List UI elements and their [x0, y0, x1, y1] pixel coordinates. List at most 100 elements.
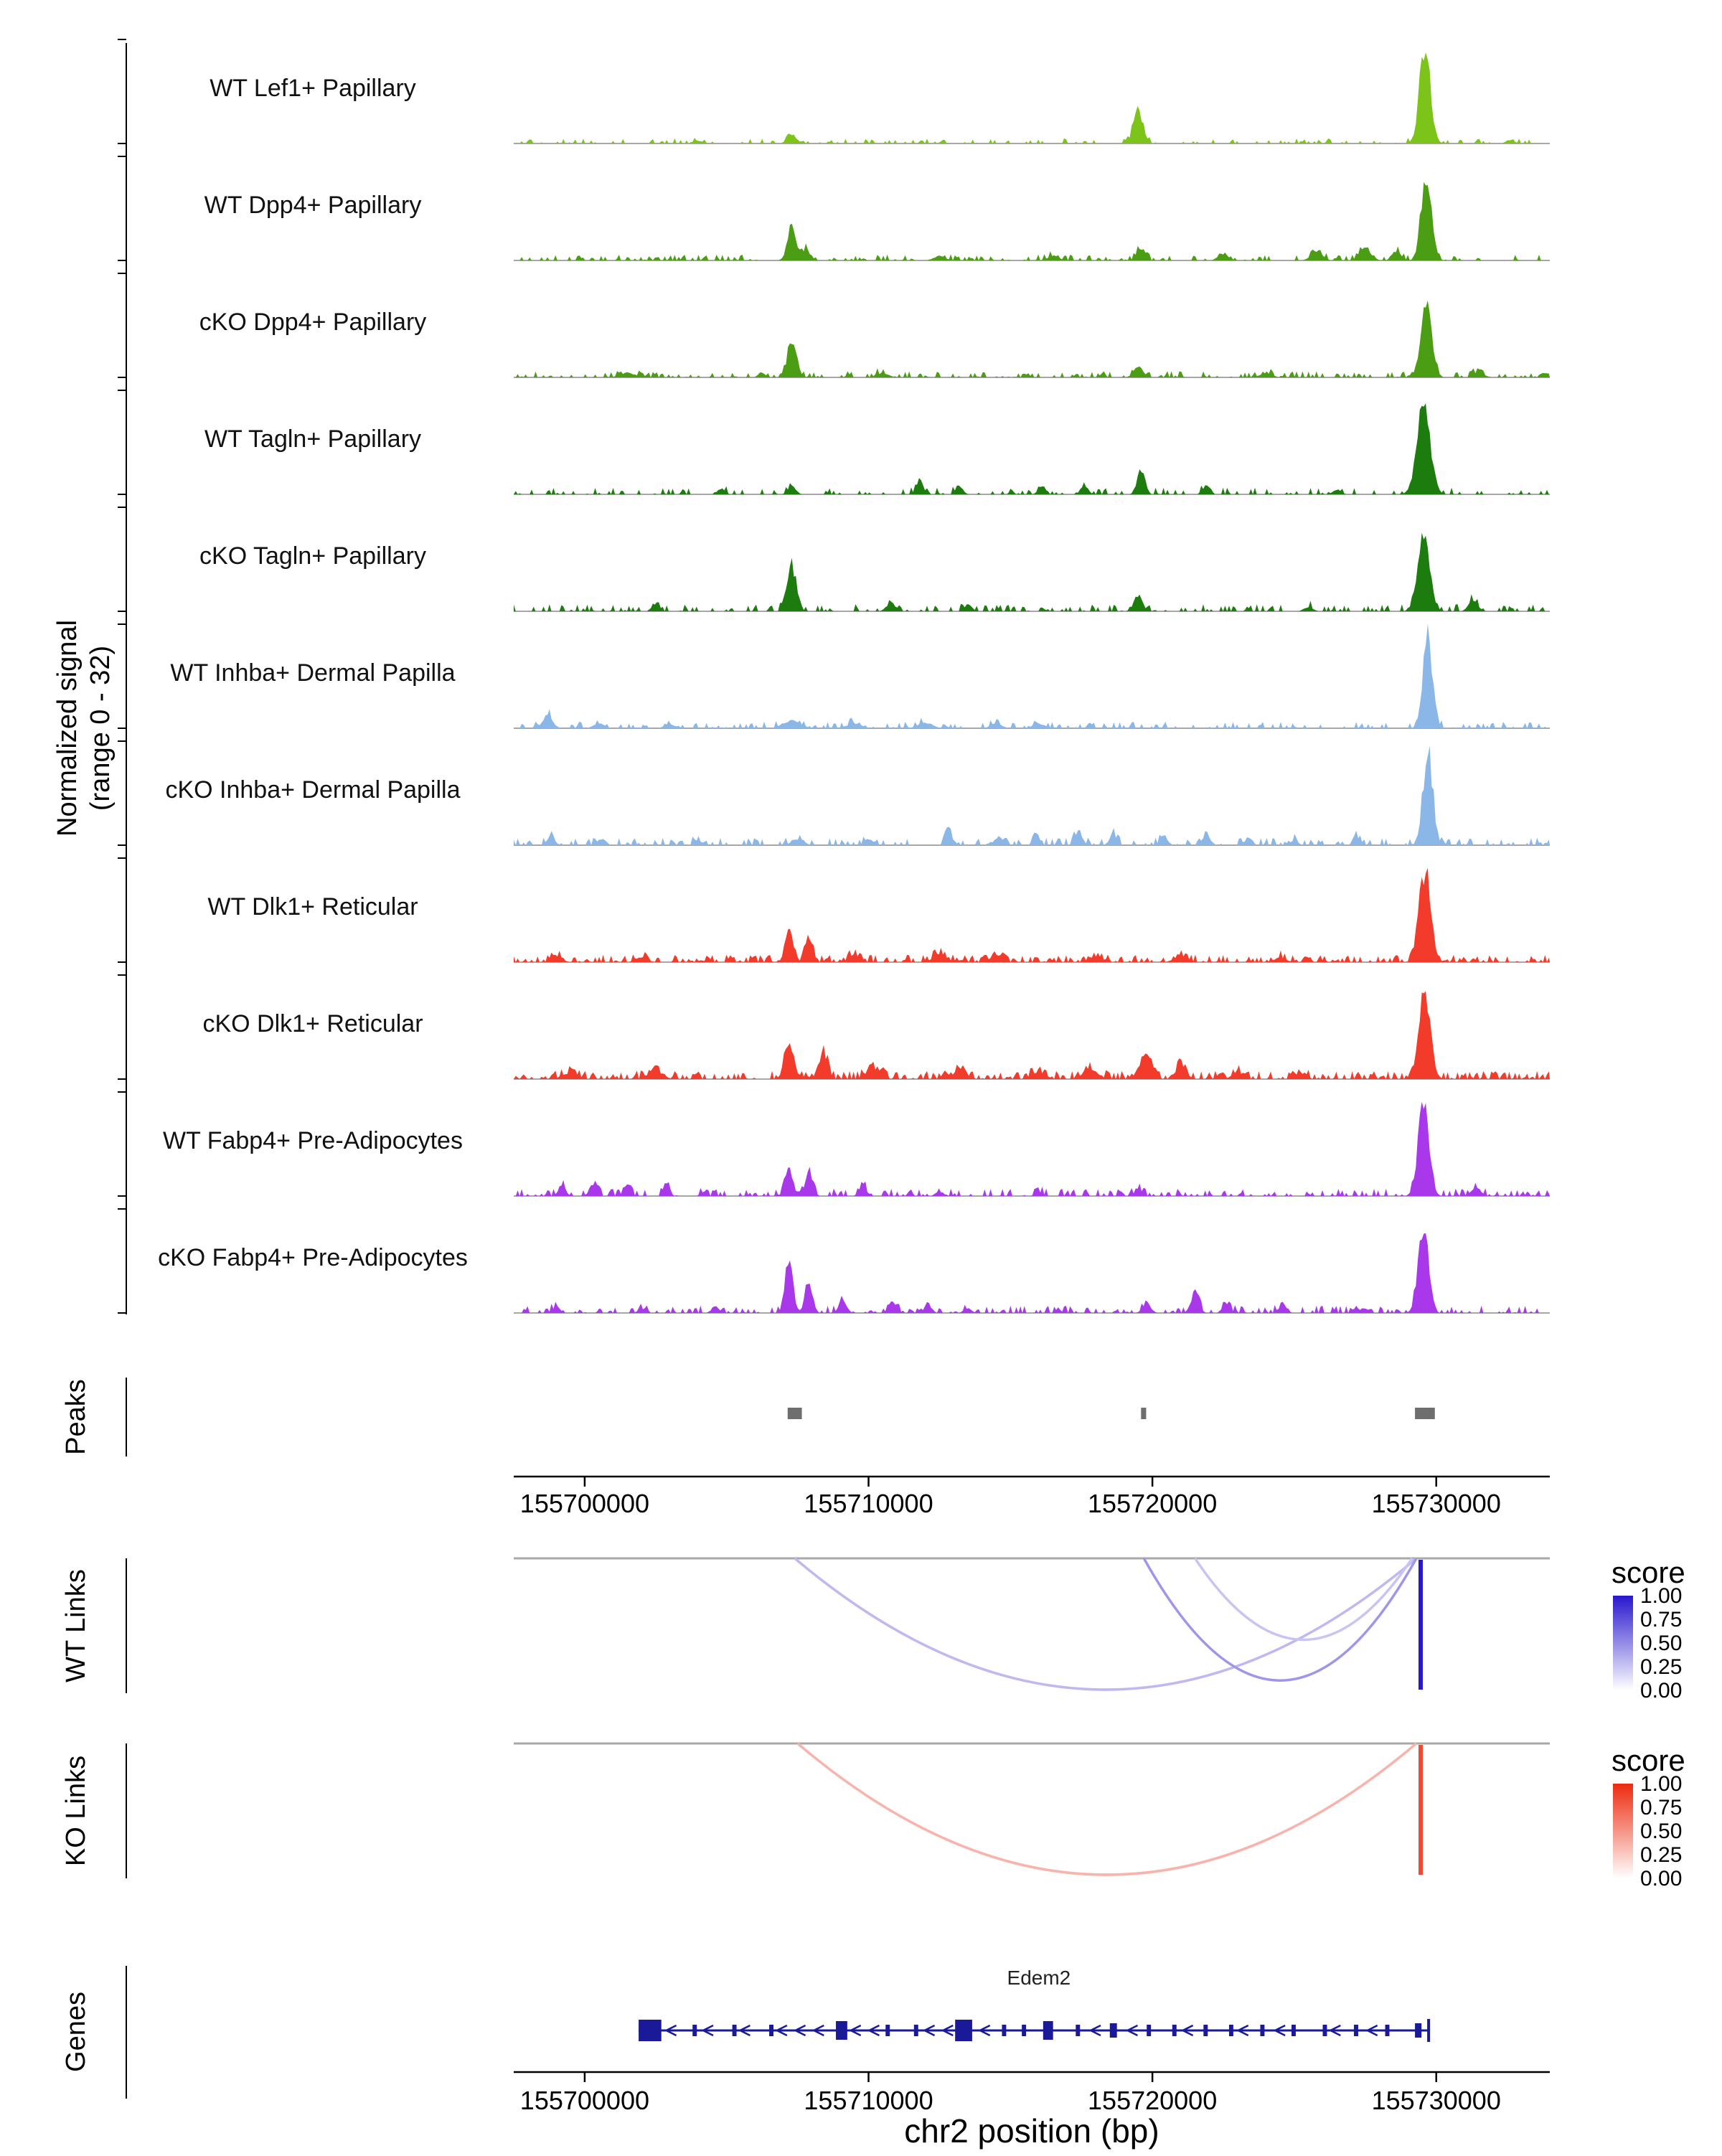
signal-area — [514, 867, 1550, 962]
coverage-track-8: cKO Dlk1+ Reticular — [202, 991, 1550, 1080]
coverage-ylabel-line2: (range 0 - 32) — [85, 646, 116, 811]
strand-arrow-icon — [811, 2024, 824, 2037]
coverage-ylabel-line1: Normalized signal — [52, 620, 83, 837]
ko-links-track — [514, 1742, 1550, 1876]
wt-score-legend-title: score — [1612, 1555, 1685, 1589]
strand-arrow-icon — [977, 2024, 991, 2037]
section-brackets — [118, 39, 127, 2099]
signal-area — [514, 745, 1550, 845]
signal-area — [514, 300, 1550, 377]
track-label: WT Inhba+ Dermal Papilla — [170, 659, 455, 687]
exon-box — [639, 2020, 662, 2041]
link-arc — [794, 1557, 1418, 1691]
link-arc — [796, 1742, 1418, 1876]
exon-box — [1228, 2025, 1233, 2036]
ko-links-section-label: KO Links — [61, 1756, 91, 1866]
axis-tick-label: 155730000 — [1372, 2086, 1501, 2115]
track-label: cKO Dlk1+ Reticular — [202, 1010, 423, 1037]
strand-arrow-icon — [775, 2024, 788, 2037]
coverage-track-1: WT Dpp4+ Papillary — [204, 182, 1550, 261]
track-label: cKO Inhba+ Dermal Papilla — [165, 776, 460, 804]
coverage-track-0: WT Lef1+ Papillary — [210, 52, 1550, 144]
exon-box — [1260, 2025, 1265, 2036]
track-label: WT Dlk1+ Reticular — [207, 893, 418, 921]
gene-name-label: Edem2 — [1007, 1967, 1071, 1989]
exon-box — [732, 2025, 737, 2036]
exon-box — [1427, 2019, 1431, 2042]
gene-track: Edem2 — [639, 1967, 1431, 2042]
score-legend-tick: 1.00 — [1640, 1584, 1682, 1608]
track-label: WT Dpp4+ Papillary — [204, 192, 422, 219]
signal-area — [514, 623, 1550, 728]
exon-box — [1076, 2025, 1081, 2036]
peak-interval — [787, 1408, 802, 1419]
track-label: cKO Tagln+ Papillary — [199, 542, 426, 570]
strand-arrow-icon — [1328, 2024, 1341, 2037]
exon-box — [1147, 2025, 1152, 2036]
strand-arrow-icon — [1088, 2024, 1101, 2037]
signal-area — [514, 1101, 1550, 1196]
exon-box — [885, 2025, 890, 2036]
exon-box — [1043, 2021, 1053, 2040]
coverage-track-9: WT Fabp4+ Pre-Adipocytes — [163, 1101, 1550, 1197]
score-legend-tick: 1.00 — [1640, 1772, 1682, 1796]
axis-tick-label: 155710000 — [804, 1489, 933, 1518]
axis-tick-label: 155720000 — [1088, 2086, 1217, 2115]
score-legend-tick: 0.75 — [1640, 1608, 1682, 1632]
strand-arrow-icon — [738, 2024, 751, 2037]
peak-interval — [1141, 1408, 1147, 1419]
strand-arrow-icon — [1125, 2024, 1138, 2037]
track-label: WT Lef1+ Papillary — [210, 75, 416, 102]
link-arc — [1142, 1558, 1418, 1682]
track-label: WT Fabp4+ Pre-Adipocytes — [163, 1127, 463, 1154]
exon-box — [1291, 2025, 1296, 2036]
exon-box — [836, 2021, 847, 2040]
coverage-track-4: cKO Tagln+ Papillary — [199, 532, 1550, 612]
exon-box — [769, 2025, 773, 2036]
link-arc — [1194, 1558, 1413, 1642]
strand-arrow-icon — [664, 2024, 677, 2037]
coverage-tracks: WT Lef1+ Papillary WT Dpp4+ Papillary cKO … — [158, 52, 1550, 1314]
score-legend-tick: 0.75 — [1640, 1796, 1682, 1820]
exon-box — [1322, 2025, 1327, 2036]
signal-area — [514, 52, 1550, 143]
ko-score-legend-title: score — [1612, 1743, 1685, 1777]
exon-box — [1002, 2025, 1007, 2036]
exon-box — [1109, 2023, 1117, 2038]
exon-box — [1022, 2025, 1027, 2036]
exon-box — [1385, 2025, 1390, 2036]
strand-arrow-icon — [1236, 2024, 1249, 2037]
axis-tick-label: 155720000 — [1088, 1489, 1217, 1518]
axis-tick-label: 155700000 — [520, 2086, 649, 2115]
axis-tick-label: 155700000 — [520, 1489, 649, 1518]
coverage-track-2: cKO Dpp4+ Papillary — [199, 300, 1550, 378]
score-legend-tick: 0.00 — [1640, 1867, 1682, 1891]
score-legend-bar — [1613, 1784, 1633, 1878]
score-legend-tick: 0.25 — [1640, 1843, 1682, 1867]
score-legend-tick: 0.00 — [1640, 1679, 1682, 1703]
exon-box — [1203, 2025, 1208, 2036]
score-legend-bar — [1613, 1596, 1633, 1690]
exon-box — [1415, 2023, 1422, 2038]
coverage-track-3: WT Tagln+ Papillary — [204, 403, 1550, 495]
strand-arrow-icon — [1180, 2024, 1194, 2037]
score-legend-tick: 0.25 — [1640, 1655, 1682, 1679]
x-axis-top: 155700000 155710000 155720000 155730000 — [514, 1475, 1550, 1518]
signal-area — [514, 1233, 1550, 1313]
exon-box — [692, 2025, 697, 2036]
peak-interval — [1415, 1408, 1435, 1419]
signal-area — [514, 182, 1550, 260]
legends: 1.000.750.500.250.001.000.750.500.250.00 — [1613, 1584, 1682, 1891]
strand-arrow-icon — [701, 2024, 714, 2037]
genes-section-label: Genes — [61, 1992, 91, 2072]
exon-box — [913, 2025, 918, 2036]
strand-arrow-icon — [922, 2024, 936, 2037]
strand-arrow-icon — [1273, 2024, 1286, 2037]
peaks-section-label: Peaks — [61, 1379, 91, 1455]
axis-tick-label: 155730000 — [1372, 1489, 1501, 1518]
strand-arrow-icon — [848, 2024, 862, 2037]
x-axis-title: chr2 position (bp) — [904, 2112, 1159, 2150]
coverage-track-6: cKO Inhba+ Dermal Papilla — [165, 745, 1550, 846]
score-legend-tick: 0.50 — [1640, 1820, 1682, 1843]
